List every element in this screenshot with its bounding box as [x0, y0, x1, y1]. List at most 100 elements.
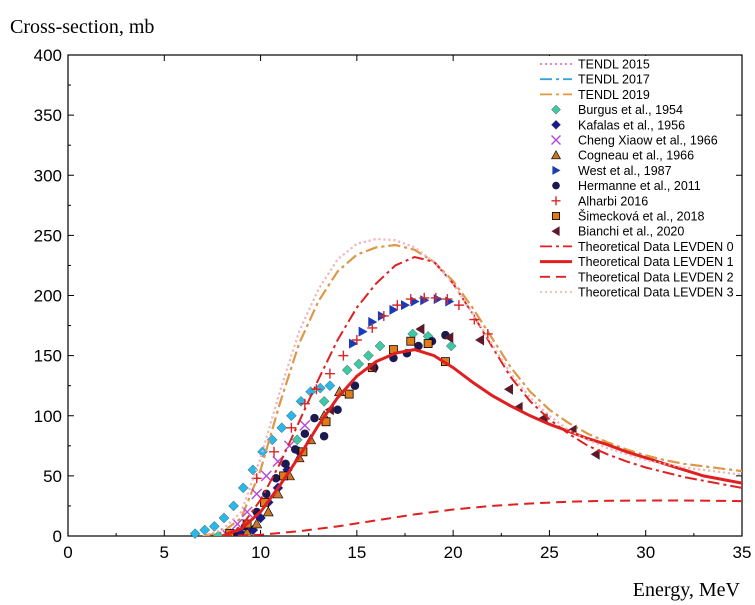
data-point [272, 455, 284, 467]
data-point [482, 328, 493, 339]
data-point [349, 338, 359, 349]
data-point [550, 150, 562, 160]
data-point [590, 448, 600, 460]
legend-entry: Theoretical Data LEVDEN 1 [540, 255, 734, 269]
data-point [444, 332, 454, 344]
legend-label: Cheng Xiaow et al., 1966 [578, 134, 718, 148]
legend-label: Cogneau et al., 1966 [578, 149, 694, 163]
data-point [269, 446, 280, 457]
data-point [353, 358, 365, 370]
data-point [551, 104, 561, 115]
data-point [475, 334, 485, 346]
data-point [324, 368, 335, 379]
legend-label: Burgus et al., 1954 [578, 103, 683, 117]
data-point [262, 506, 274, 517]
y-tick-label: 350 [34, 106, 62, 125]
series-12 [221, 255, 742, 536]
data-point [324, 380, 336, 391]
data-point [218, 512, 230, 524]
series-line [221, 255, 742, 536]
legend-entry: Kafalas et al., 1956 [551, 118, 685, 132]
y-axis-label: Cross-section, mb [10, 16, 154, 38]
data-point [319, 431, 329, 441]
data-point [237, 482, 249, 494]
x-tick-label: 0 [63, 543, 72, 562]
legend-entry: Theoretical Data LEVDEN 0 [540, 240, 734, 254]
data-point [344, 389, 354, 399]
legend-entry: TENDL 2017 [540, 73, 650, 87]
series-line [221, 348, 742, 536]
data-point [341, 364, 353, 376]
x-tick-label: 5 [160, 543, 169, 562]
legend-label: Theoretical Data LEVDEN 2 [578, 270, 734, 284]
series-14 [222, 499, 742, 536]
data-point [469, 314, 480, 325]
data-point [189, 528, 201, 539]
series-11 [324, 323, 600, 460]
data-point [251, 488, 263, 500]
legend-label: Theoretical Data LEVDEN 1 [578, 255, 734, 269]
data-point [286, 410, 297, 422]
y-tick-label: 400 [34, 46, 62, 65]
x-tick-label: 30 [636, 543, 655, 562]
legend-entry: Burgus et al., 1954 [551, 103, 683, 117]
legend-entry: TENDL 2015 [540, 58, 650, 72]
series-2 [202, 243, 742, 536]
data-point [423, 339, 433, 349]
data-point [410, 296, 420, 307]
data-point [351, 334, 362, 345]
series-line [202, 243, 742, 536]
x-tick-label: 25 [540, 543, 559, 562]
series-line [202, 237, 742, 536]
data-point [406, 336, 416, 346]
data-point [260, 470, 272, 482]
data-point [286, 422, 297, 433]
x-tick-label: 15 [347, 543, 366, 562]
legend-entry: Cheng Xiaow et al., 1966 [551, 134, 718, 148]
data-point [442, 294, 453, 305]
data-point [414, 341, 423, 351]
data-point [389, 304, 399, 315]
data-point [241, 506, 253, 518]
data-point [318, 396, 330, 407]
legend-entry: Bianchi et al., 2020 [551, 225, 684, 239]
data-point [552, 181, 560, 190]
legend-label: Bianchi et al., 2020 [578, 225, 684, 239]
data-point [363, 350, 374, 361]
data-point [271, 474, 281, 483]
legend-entry: West et al., 1987 [552, 164, 672, 178]
y-tick-label: 0 [53, 527, 62, 546]
data-point [368, 316, 378, 327]
legend-label: TENDL 2019 [578, 88, 650, 102]
y-tick-label: 250 [34, 226, 62, 245]
data-point [419, 292, 430, 303]
data-point [445, 340, 457, 352]
data-point [392, 300, 403, 311]
legend-entry: TENDL 2019 [540, 88, 650, 102]
data-point [378, 310, 389, 321]
y-tick-label: 100 [34, 407, 62, 426]
series-9 [251, 292, 493, 484]
data-point [445, 296, 455, 307]
data-point [405, 294, 416, 305]
legend-entry: Alharbi 2016 [551, 194, 648, 208]
data-point [551, 135, 561, 145]
data-point [453, 300, 464, 311]
legend-label: Theoretical Data LEVDEN 3 [578, 286, 734, 300]
x-axis-label: Energy, MeV [633, 579, 741, 601]
data-point [241, 526, 253, 536]
series-3 [212, 328, 457, 536]
series-8 [229, 330, 450, 536]
series-5 [220, 419, 311, 536]
legend-label: Hermanne et al., 2011 [578, 179, 701, 193]
data-point [212, 530, 224, 536]
legend-entry: Theoretical Data LEVDEN 3 [540, 286, 734, 300]
x-tick-label: 10 [251, 543, 270, 562]
data-point [433, 294, 443, 305]
data-point [311, 384, 322, 395]
data-point [209, 521, 220, 532]
data-point [247, 464, 259, 476]
data-point [251, 518, 263, 529]
legend-entry: Hermanne et al., 2011 [552, 179, 701, 193]
